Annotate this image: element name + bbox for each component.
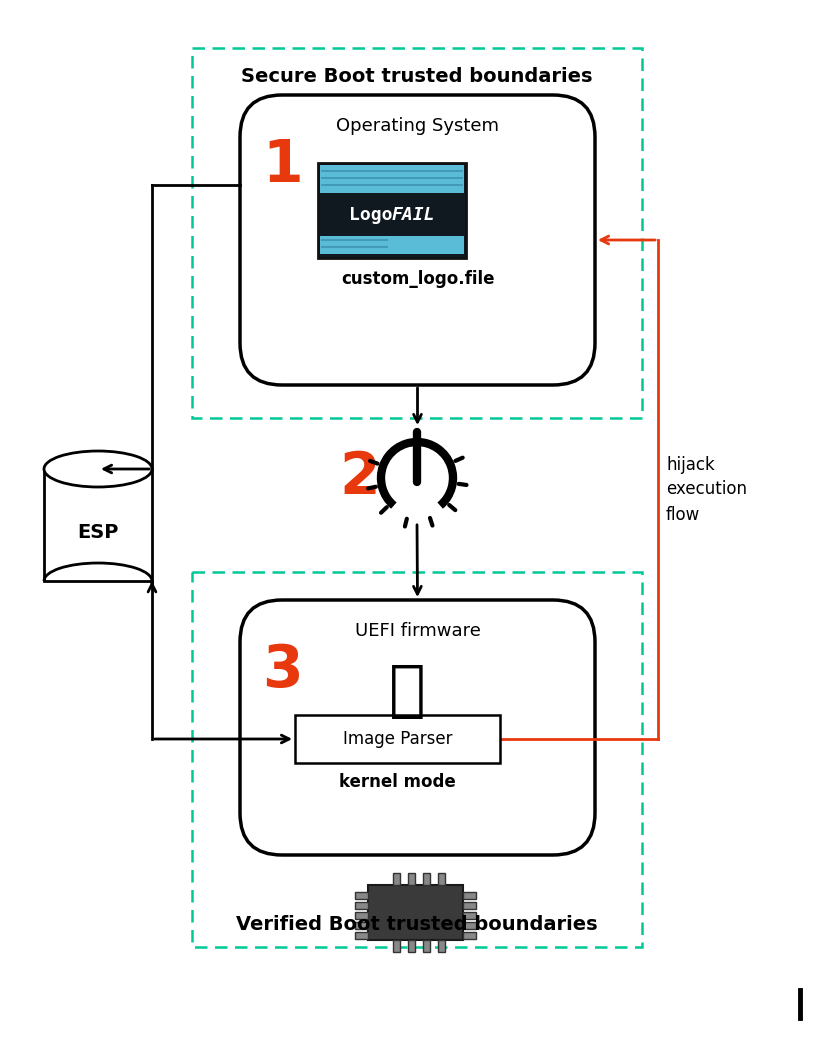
Text: ESP: ESP bbox=[77, 523, 119, 543]
Text: UEFI firmware: UEFI firmware bbox=[354, 622, 481, 640]
Bar bbox=[408, 939, 415, 952]
Text: hijack
execution
flow: hijack execution flow bbox=[666, 455, 747, 523]
Bar bbox=[462, 922, 476, 929]
Bar bbox=[44, 469, 152, 581]
Text: 2: 2 bbox=[339, 450, 379, 506]
Bar bbox=[320, 165, 464, 194]
FancyBboxPatch shape bbox=[240, 600, 595, 855]
Ellipse shape bbox=[44, 451, 152, 487]
Bar bbox=[354, 932, 368, 939]
Text: Image Parser: Image Parser bbox=[343, 730, 452, 748]
Text: Operating System: Operating System bbox=[336, 117, 499, 135]
Ellipse shape bbox=[44, 563, 152, 599]
Text: Logo: Logo bbox=[349, 205, 392, 224]
Bar bbox=[423, 939, 430, 952]
Bar bbox=[438, 939, 445, 952]
Text: Secure Boot trusted boundaries: Secure Boot trusted boundaries bbox=[242, 67, 593, 86]
Bar bbox=[423, 872, 430, 885]
Bar bbox=[393, 939, 400, 952]
FancyBboxPatch shape bbox=[240, 95, 595, 385]
Bar bbox=[354, 912, 368, 919]
Text: Verified Boot trusted boundaries: Verified Boot trusted boundaries bbox=[237, 915, 598, 934]
Bar bbox=[408, 872, 415, 885]
Bar bbox=[295, 715, 500, 763]
Bar bbox=[462, 932, 476, 939]
Bar bbox=[368, 885, 462, 939]
Bar bbox=[462, 892, 476, 899]
Bar bbox=[354, 892, 368, 899]
Bar bbox=[192, 572, 642, 947]
Text: 3: 3 bbox=[262, 642, 303, 699]
Text: FAIL: FAIL bbox=[392, 205, 436, 224]
Text: 🔥: 🔥 bbox=[389, 662, 426, 721]
Text: kernel mode: kernel mode bbox=[339, 773, 456, 791]
Bar bbox=[318, 163, 466, 258]
Text: custom_logo.file: custom_logo.file bbox=[341, 270, 494, 288]
Bar bbox=[320, 236, 464, 254]
Bar bbox=[354, 922, 368, 929]
Text: 1: 1 bbox=[262, 137, 303, 194]
Bar bbox=[354, 902, 368, 909]
Bar bbox=[393, 872, 400, 885]
Bar bbox=[192, 48, 642, 418]
Bar bbox=[462, 902, 476, 909]
Bar bbox=[438, 872, 445, 885]
Bar bbox=[462, 912, 476, 919]
